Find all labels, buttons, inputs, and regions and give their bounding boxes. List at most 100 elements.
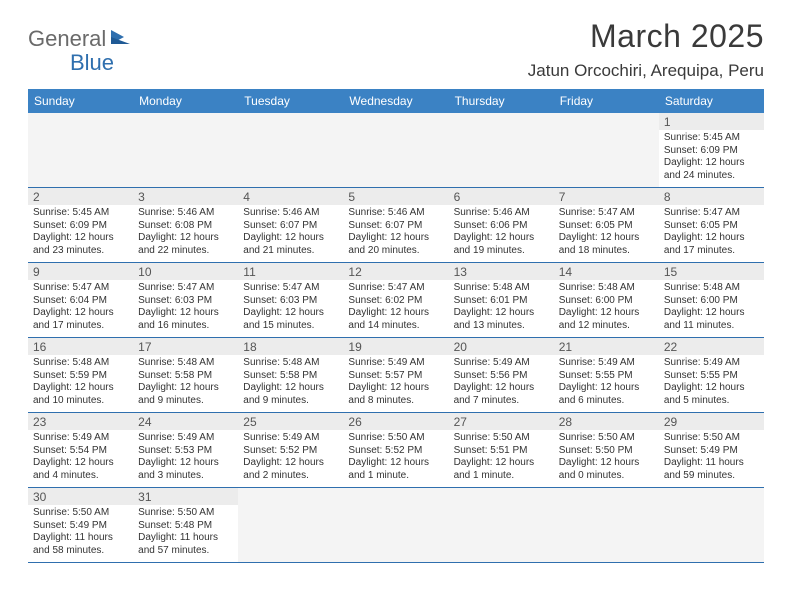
calendar-table: Sunday Monday Tuesday Wednesday Thursday… [28, 89, 764, 563]
day-number: 10 [133, 263, 238, 280]
sunset-text: Sunset: 6:05 PM [664, 220, 759, 233]
daylight-text: Daylight: 12 hours and 6 minutes. [559, 382, 654, 407]
sunrise-text: Sunrise: 5:48 AM [33, 357, 128, 370]
day-cell: 17Sunrise: 5:48 AMSunset: 5:58 PMDayligh… [133, 338, 238, 413]
daylight-text: Daylight: 12 hours and 9 minutes. [243, 382, 338, 407]
daylight-text: Daylight: 12 hours and 17 minutes. [33, 307, 128, 332]
week-row: 16Sunrise: 5:48 AMSunset: 5:59 PMDayligh… [28, 338, 764, 413]
daylight-text: Daylight: 12 hours and 9 minutes. [138, 382, 233, 407]
day-cell [659, 488, 764, 563]
sunset-text: Sunset: 6:00 PM [664, 295, 759, 308]
day-cell: 19Sunrise: 5:49 AMSunset: 5:57 PMDayligh… [343, 338, 448, 413]
sunset-text: Sunset: 6:08 PM [138, 220, 233, 233]
day-number: 2 [28, 188, 133, 205]
sunset-text: Sunset: 5:55 PM [664, 370, 759, 383]
day-number: 21 [554, 338, 659, 355]
day-number: 14 [554, 263, 659, 280]
daylight-text: Daylight: 12 hours and 1 minute. [348, 457, 443, 482]
daylight-text: Daylight: 11 hours and 57 minutes. [138, 532, 233, 557]
daylight-text: Daylight: 12 hours and 13 minutes. [454, 307, 549, 332]
day-cell: 29Sunrise: 5:50 AMSunset: 5:49 PMDayligh… [659, 413, 764, 488]
sunrise-text: Sunrise: 5:48 AM [138, 357, 233, 370]
daylight-text: Daylight: 12 hours and 2 minutes. [243, 457, 338, 482]
day-number: 20 [449, 338, 554, 355]
sunrise-text: Sunrise: 5:50 AM [454, 432, 549, 445]
day-cell: 6Sunrise: 5:46 AMSunset: 6:06 PMDaylight… [449, 188, 554, 263]
day-number: 7 [554, 188, 659, 205]
sunset-text: Sunset: 5:57 PM [348, 370, 443, 383]
sunset-text: Sunset: 6:06 PM [454, 220, 549, 233]
sunset-text: Sunset: 6:09 PM [33, 220, 128, 233]
daylight-text: Daylight: 12 hours and 15 minutes. [243, 307, 338, 332]
day-cell: 4Sunrise: 5:46 AMSunset: 6:07 PMDaylight… [238, 188, 343, 263]
day-number: 15 [659, 263, 764, 280]
daylight-text: Daylight: 12 hours and 24 minutes. [664, 157, 759, 182]
sunrise-text: Sunrise: 5:50 AM [138, 507, 233, 520]
sunset-text: Sunset: 6:09 PM [664, 145, 759, 158]
day-cell: 16Sunrise: 5:48 AMSunset: 5:59 PMDayligh… [28, 338, 133, 413]
day-number: 13 [449, 263, 554, 280]
week-row: 23 Sunrise: 5:49 AM Sunset: 5:54 PM Dayligh… [28, 413, 764, 488]
daylight-text: Daylight: 12 hours and 1 minute. [454, 457, 549, 482]
sunset-text: Sunset: 5:59 PM [33, 370, 128, 383]
sunset-text: Sunset: 5:52 PM [243, 445, 338, 458]
sunset-text: Sunset: 6:04 PM [33, 295, 128, 308]
sunrise-text: Sunrise: 5:50 AM [664, 432, 759, 445]
week-row: 9Sunrise: 5:47 AMSunset: 6:04 PMDaylight… [28, 263, 764, 338]
sunset-text: Sunset: 5:58 PM [138, 370, 233, 383]
day-cell [554, 488, 659, 563]
daylight-text: Daylight: 12 hours and 7 minutes. [454, 382, 549, 407]
sunrise-text: Sunrise: 5:46 AM [348, 207, 443, 220]
sunrise-text: Sunrise: 5:48 AM [559, 282, 654, 295]
day-cell: 12Sunrise: 5:47 AMSunset: 6:02 PMDayligh… [343, 263, 448, 338]
sunrise-text: Sunrise: 5:49 AM [243, 432, 338, 445]
month-title: March 2025 [528, 18, 764, 55]
sunrise-text: Sunrise: 5:46 AM [138, 207, 233, 220]
sunrise-text: Sunrise: 5:47 AM [559, 207, 654, 220]
day-number: 11 [238, 263, 343, 280]
sunrise-text: Sunrise: 5:48 AM [454, 282, 549, 295]
week-row: 30Sunrise: 5:50 AMSunset: 5:49 PMDayligh… [28, 488, 764, 563]
sunset-text: Sunset: 5:52 PM [348, 445, 443, 458]
day-number: 23 [28, 413, 133, 430]
day-number: 8 [659, 188, 764, 205]
dayname-wed: Wednesday [343, 89, 448, 113]
day-number: 12 [343, 263, 448, 280]
logo-text-general: General [28, 26, 106, 52]
daylight-text: Daylight: 12 hours and 16 minutes. [138, 307, 233, 332]
day-cell [449, 488, 554, 563]
day-cell: 25Sunrise: 5:49 AMSunset: 5:52 PMDayligh… [238, 413, 343, 488]
daylight-text: Daylight: 12 hours and 10 minutes. [33, 382, 128, 407]
sunset-text: Sunset: 6:03 PM [138, 295, 233, 308]
sunrise-text: Sunrise: 5:49 AM [454, 357, 549, 370]
day-number: 1 [659, 113, 764, 130]
daylight-text: Daylight: 12 hours and 18 minutes. [559, 232, 654, 257]
day-number: 30 [28, 488, 133, 505]
sunset-text: Sunset: 6:00 PM [559, 295, 654, 308]
day-number: 3 [133, 188, 238, 205]
page-header: General March 2025 Jatun Orcochiri, Areq… [28, 18, 764, 81]
daylight-text: Daylight: 12 hours and 17 minutes. [664, 232, 759, 257]
sunrise-text: Sunrise: 5:49 AM [138, 432, 233, 445]
day-cell [238, 113, 343, 188]
day-cell [28, 113, 133, 188]
day-number: 9 [28, 263, 133, 280]
sunrise-text: Sunrise: 5:46 AM [243, 207, 338, 220]
sunrise-text: Sunrise: 5:49 AM [664, 357, 759, 370]
sunset-text: Sunset: 5:56 PM [454, 370, 549, 383]
day-cell: 14Sunrise: 5:48 AMSunset: 6:00 PMDayligh… [554, 263, 659, 338]
sunset-text: Sunset: 6:03 PM [243, 295, 338, 308]
dayname-thu: Thursday [449, 89, 554, 113]
sunset-text: Sunset: 5:51 PM [454, 445, 549, 458]
sunset-text: Sunset: 5:54 PM [33, 445, 128, 458]
daylight-text: Daylight: 12 hours and 0 minutes. [559, 457, 654, 482]
location-label: Jatun Orcochiri, Arequipa, Peru [528, 61, 764, 81]
daylight-text: Daylight: 12 hours and 14 minutes. [348, 307, 443, 332]
dayname-sun: Sunday [28, 89, 133, 113]
sunrise-text: Sunrise: 5:50 AM [33, 507, 128, 520]
sunset-text: Sunset: 5:58 PM [243, 370, 338, 383]
sunrise-text: Sunrise: 5:49 AM [559, 357, 654, 370]
sunrise-text: Sunrise: 5:50 AM [559, 432, 654, 445]
sunset-text: Sunset: 5:49 PM [664, 445, 759, 458]
sunset-text: Sunset: 6:07 PM [243, 220, 338, 233]
